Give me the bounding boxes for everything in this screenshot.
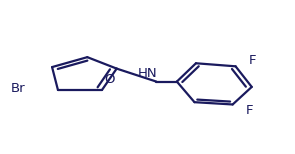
Text: HN: HN (138, 67, 157, 80)
Text: F: F (249, 54, 256, 67)
Text: F: F (246, 104, 253, 117)
Text: Br: Br (11, 82, 26, 95)
Text: O: O (104, 73, 114, 86)
